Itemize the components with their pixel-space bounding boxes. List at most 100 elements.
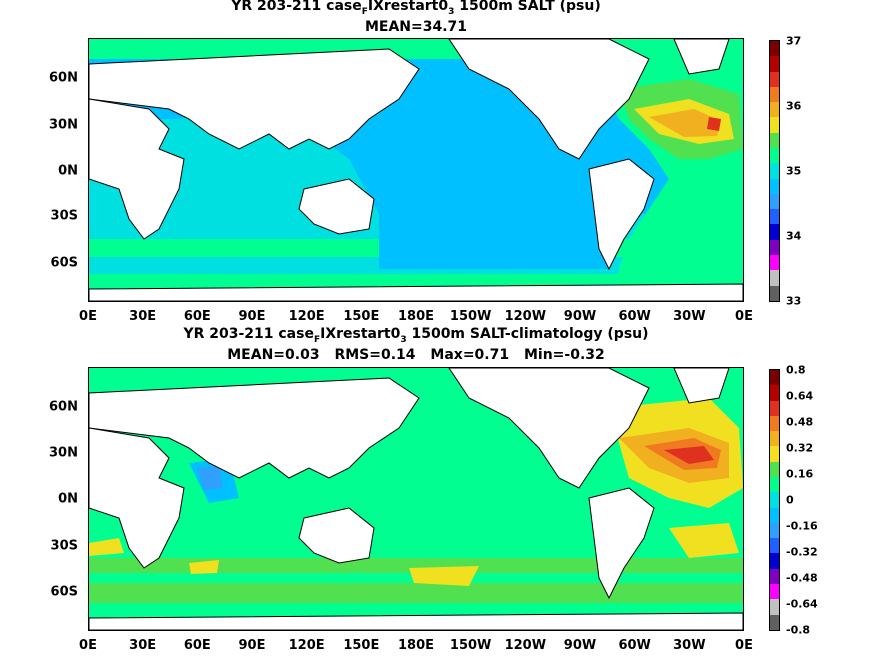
stat-min: Min=-0.32 [523,347,605,363]
landmass-greenland [673,368,730,404]
lat-tick: 30N [49,445,78,461]
colorbar-label: 33 [786,294,802,308]
lon-tick: 90E [238,309,266,324]
colorbar-label: 34 [786,229,802,243]
landmass-antarctica [89,612,743,630]
colorbar-label: -0.8 [786,623,811,637]
landmass-antarctica [89,283,743,301]
colorbar-segment [770,370,779,386]
colorbar-segment [770,538,779,554]
colorbar-label: 0.16 [786,467,814,481]
lon-tick: 90W [563,638,597,653]
colorbar-segment [770,132,779,148]
colorbar-segment [770,254,779,271]
lon-tick: 60W [618,638,651,653]
landmass-australia [298,178,375,235]
lon-tick: 30W [673,309,706,324]
lon-tick: 150W [449,638,492,653]
atlantic-max [707,117,721,131]
lat-tick: 60N [49,70,78,86]
lon-tick: 0E [735,309,753,324]
colorbar-segment [770,163,779,179]
lon-tick: 30E [129,309,157,324]
lat-tick: 0N [58,163,78,179]
title-text: 1500m SALT-climatology (psu) [406,326,649,342]
lon-tick: 0E [79,638,97,653]
colorbar-label: 0.8 [786,363,806,377]
colorbar-segment [770,193,779,210]
colorbar-label: 36 [786,99,802,113]
colorbar-segment [770,553,779,569]
land-masses [89,368,743,630]
colorbar-label: 37 [786,34,802,48]
title-text: YR 203-211 case [183,326,314,342]
colorbar-segment [770,209,779,225]
colorbar-label: 0.32 [786,441,814,455]
lon-tick: 30E [129,638,157,653]
colorbar-segment [770,476,779,493]
stat-mean: MEAN=0.03 [227,347,320,363]
colorbar-segment [770,41,779,57]
landmass-greenland [673,39,730,75]
colorbar-label: -0.16 [786,519,818,533]
panel2-stats: MEAN=0.03 RMS=0.14 Max=0.71 Min=-0.32 [88,347,744,363]
lon-tick: 120E [288,309,325,324]
atlantic-max [664,446,714,464]
lon-tick: 60E [183,638,211,653]
lon-tick: 90E [238,638,266,653]
colorbar-segment [770,86,779,103]
lon-tick: 150W [449,309,492,324]
panel1-title: YR 203-211 caseFIXrestart03 1500m SALT (… [88,0,744,20]
colorbar-segment [770,147,779,164]
salt-map-svg [89,39,743,301]
colorbar-segment [770,400,779,416]
title-subscript: F [361,7,368,17]
colorbar-label: 0.48 [786,415,814,429]
stat-mean: MEAN=34.71 [364,19,468,35]
colorbar-segment [770,522,779,539]
colorbar-segment [770,285,779,301]
stat-rms: RMS=0.14 [334,347,416,363]
panel2-title: YR 203-211 caseFIXrestart03 1500m SALT-c… [88,326,744,348]
colorbar-label: 35 [786,164,802,178]
lon-tick: 60W [618,309,651,324]
panel1-stats: MEAN=34.71 [88,19,744,35]
lon-tick: 0E [735,638,753,653]
landmass-eurasia [89,377,420,479]
lon-tick: 30W [673,638,706,653]
lon-tick: 60E [183,309,211,324]
colorbar-segment [770,568,779,584]
lon-tick: 120W [504,309,547,324]
colorbar-segment [770,102,779,118]
landmass-africa [89,98,185,240]
title-text: 1500m SALT (psu) [454,0,601,14]
title-text: IXrestart0 [367,0,449,14]
lon-tick: 120E [288,638,325,653]
panel2-map [88,367,744,631]
lon-tick: 90W [563,309,597,324]
landmass-south-america [588,158,655,271]
landmass-eurasia [89,48,420,150]
lon-tick: 180E [397,309,435,324]
title-text: YR 203-211 case [231,0,362,14]
colorbar-segment [770,239,779,255]
panel1-map [88,38,744,302]
lon-tick: 180E [397,638,435,653]
land-masses [89,39,743,301]
south-anomaly [669,523,739,558]
south-anomaly [409,566,479,586]
south-anomaly [89,538,124,556]
colorbar-label: 0 [786,493,794,507]
landmass-north-america [448,39,650,160]
colorbar-label: -0.48 [786,571,818,585]
landmass-north-america [448,368,650,489]
colorbar-segment [770,446,779,462]
title-subscript: 3 [400,335,407,345]
colorbar-segment [770,270,779,286]
colorbar-segment [770,71,779,87]
colorbar-segment [770,415,779,432]
colorbar-segment [770,614,779,630]
colorbar-1 [769,40,780,302]
lat-tick: 60S [50,255,78,271]
lon-tick: 150E [343,638,380,653]
